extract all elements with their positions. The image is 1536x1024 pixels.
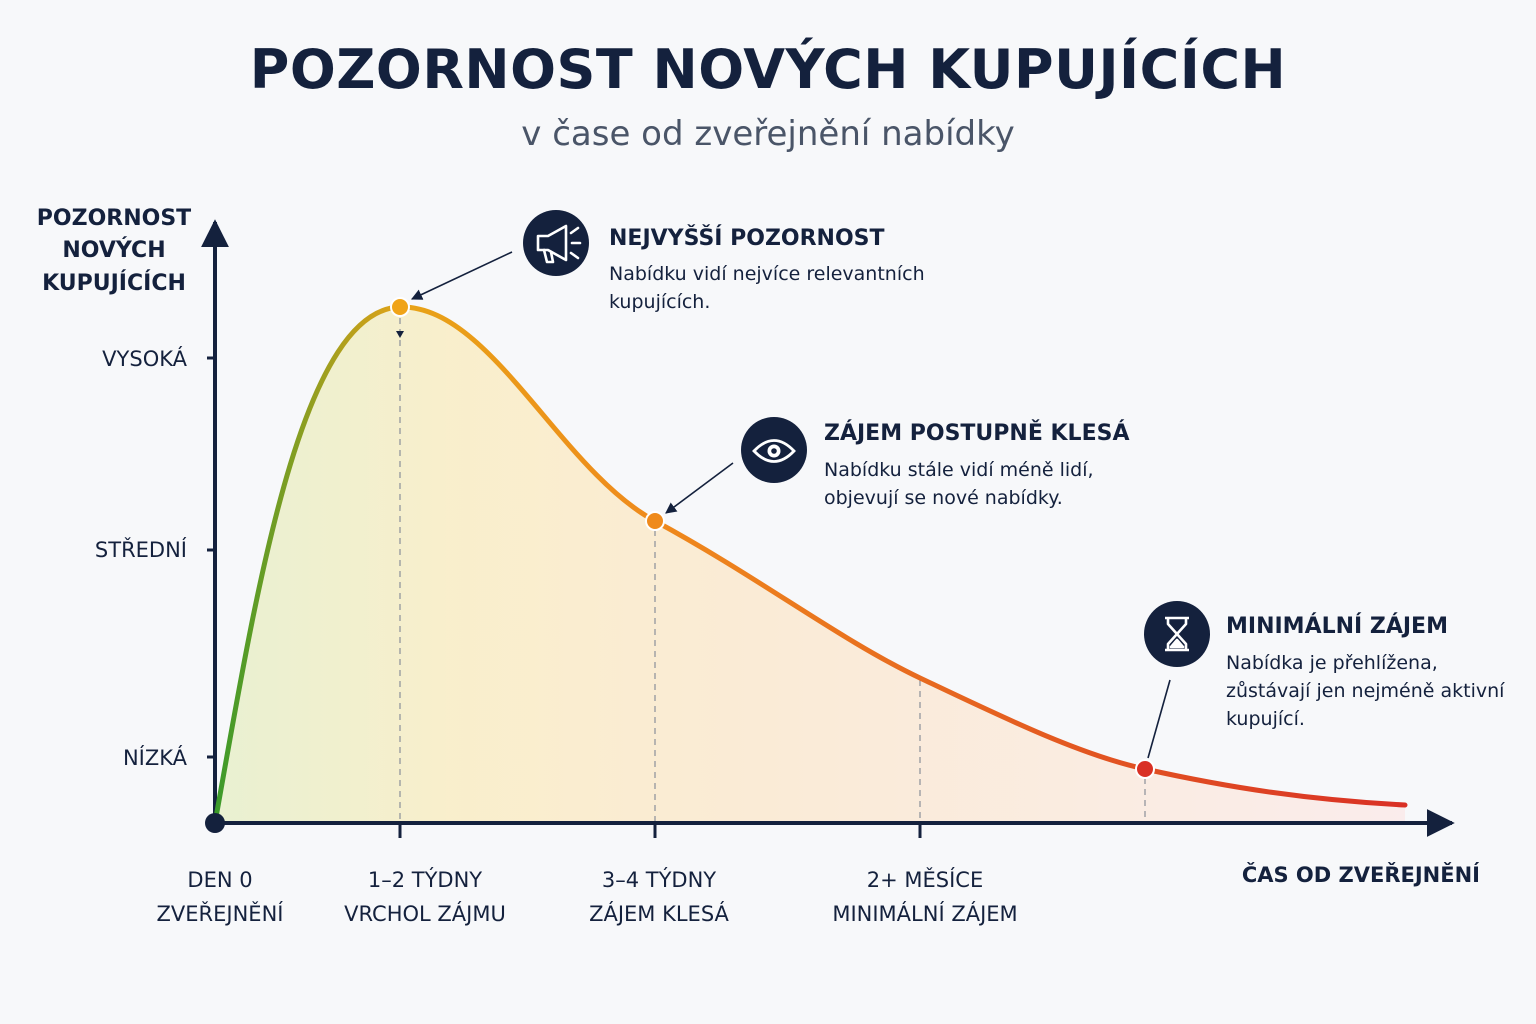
- y-tick-high: VYSOKÁ: [102, 346, 187, 371]
- annotation-decline: ZÁJEM POSTUPNĚ KLESÁ Nabídku stále vidí …: [741, 417, 1129, 509]
- megaphone-icon: [536, 224, 582, 264]
- hourglass-icon: [1165, 616, 1189, 652]
- x-tick-weeks34-line-1: 3–4 TÝDNY: [602, 867, 716, 892]
- y-axis-title-line-1: POZORNOST: [37, 206, 191, 231]
- minimum-point: [1135, 759, 1155, 779]
- x-tick-weeks12-line-2: VRCHOL ZÁJMU: [344, 901, 506, 926]
- x-tick-months-line-1: 2+ MĚSÍCE: [867, 867, 983, 892]
- annotation-minimum-line-2: zůstávají jen nejméně aktivní: [1226, 680, 1505, 702]
- x-tick-day0-line-1: DEN 0: [187, 868, 252, 892]
- annotation-peak-title: NEJVYŠŠÍ POZORNOST: [609, 225, 885, 251]
- annotation-decline-title: ZÁJEM POSTUPNĚ KLESÁ: [824, 420, 1129, 446]
- eye-icon: [752, 439, 796, 463]
- annotation-minimum-title: MINIMÁLNÍ ZÁJEM: [1226, 613, 1448, 639]
- annotation-decline-line-2: objevují se nové nabídky.: [824, 487, 1063, 509]
- annotation-decline-line-1: Nabídku stále vidí méně lidí,: [824, 459, 1094, 481]
- annotation-minimum-line-3: kupující.: [1226, 708, 1305, 730]
- y-tick-medium: STŘEDNÍ: [95, 537, 187, 562]
- y-axis-title-line-3: KUPUJÍCÍCH: [42, 270, 186, 296]
- chart-title: POZORNOST NOVÝCH KUPUJÍCÍCH: [249, 38, 1287, 101]
- x-tick-day0-line-2: ZVEŘEJNĚNÍ: [157, 901, 284, 926]
- x-tick-weeks12-line-1: 1–2 TÝDNY: [368, 867, 482, 892]
- x-tick-months-line-2: MINIMÁLNÍ ZÁJEM: [832, 901, 1017, 926]
- annotation-peak: NEJVYŠŠÍ POZORNOST Nabídku vidí nejvíce …: [523, 210, 925, 313]
- peak-small-arrow: [396, 331, 404, 338]
- annotation-minimum-line-1: Nabídka je přehlížena,: [1226, 652, 1438, 674]
- x-axis-title: ČAS OD ZVEŘEJNĚNÍ: [1242, 862, 1480, 887]
- curve-area-fill: [215, 306, 1405, 824]
- decline-point: [645, 511, 665, 531]
- y-tick-low: NÍZKÁ: [123, 745, 188, 770]
- chart-subtitle: v čase od zveřejnění nabídky: [521, 114, 1015, 154]
- annotation-peak-line-1: Nabídku vidí nejvíce relevantních: [609, 263, 925, 285]
- decline-connector: [665, 462, 734, 514]
- peak-point: [390, 297, 410, 317]
- peak-connector: [410, 251, 513, 300]
- annotation-minimum: MINIMÁLNÍ ZÁJEM Nabídka je přehlížena, z…: [1144, 601, 1505, 730]
- megaphone-icon-badge: [523, 210, 589, 276]
- annotation-peak-line-2: kupujících.: [609, 291, 710, 313]
- x-tick-weeks34-line-2: ZÁJEM KLESÁ: [589, 901, 729, 926]
- y-axis-title-line-2: NOVÝCH: [62, 237, 165, 263]
- minimum-connector: [1147, 679, 1171, 759]
- origin-point: [205, 813, 225, 833]
